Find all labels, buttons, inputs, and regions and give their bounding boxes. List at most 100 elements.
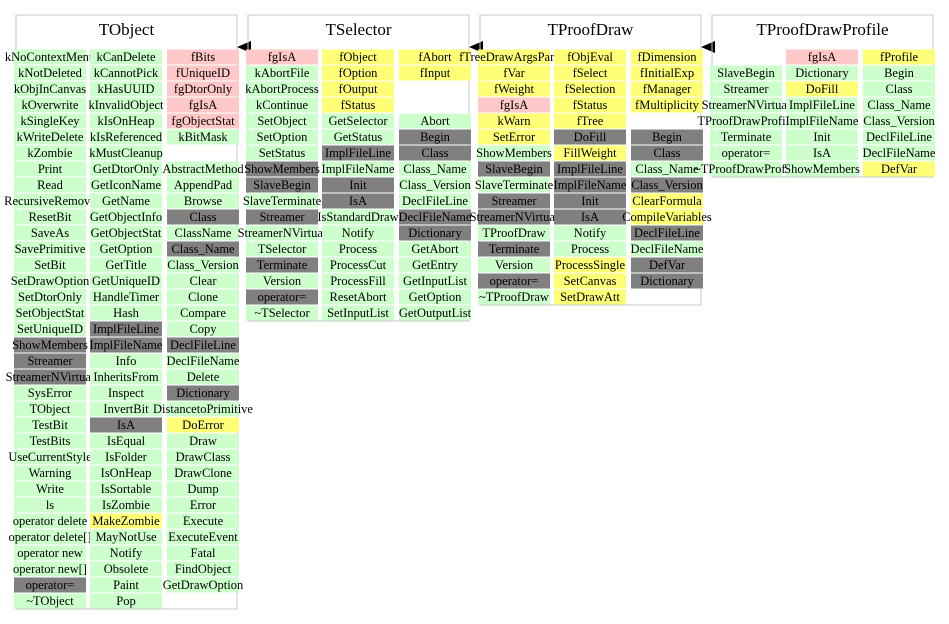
member-name: TSelector — [258, 242, 307, 256]
member-name: DoFill — [574, 130, 607, 144]
member-cell — [863, 129, 935, 145]
member-cell — [14, 481, 86, 497]
member-name: fAbort — [418, 50, 452, 64]
class-box: TSelector fgIsA kAbortFile kAbortProcess kCo… — [238, 14, 472, 322]
member-cell — [90, 465, 162, 481]
member-cell — [863, 161, 935, 177]
member-cell — [167, 193, 239, 209]
member-cell — [478, 289, 550, 305]
member-name: kContinue — [256, 98, 309, 112]
member-cell — [863, 145, 935, 161]
member-name: Read — [37, 178, 63, 192]
member-cell — [322, 97, 394, 113]
member-name: FillWeight — [563, 146, 617, 160]
member-cell — [14, 449, 86, 465]
member-cell — [14, 545, 86, 561]
member-name: GetStatus — [334, 130, 383, 144]
member-name: Init — [581, 194, 599, 208]
member-cell — [710, 129, 782, 145]
member-cell — [631, 241, 703, 257]
member-name: DistancetoPrimitive — [153, 402, 253, 416]
member-cell — [90, 353, 162, 369]
member-name: Warning — [29, 466, 72, 480]
member-cell — [322, 241, 394, 257]
member-name: fgIsA — [500, 98, 528, 112]
member-name: SlaveBegin — [485, 162, 543, 176]
member-name: operator= — [258, 290, 307, 304]
member-cell — [14, 273, 86, 289]
member-cell — [14, 305, 86, 321]
member-name: fStatus — [573, 98, 608, 112]
member-name: ImplFileName — [90, 338, 163, 352]
member-name: GetOption — [409, 290, 463, 304]
member-name: DeclFileName — [167, 354, 240, 368]
member-cell — [246, 305, 318, 321]
member-name: Streamer — [259, 210, 305, 224]
member-cell — [554, 241, 626, 257]
member-name: MakeZombie — [92, 514, 160, 528]
class-box: TProofDrawProfile SlaveBegin Streamer Strea… — [694, 14, 936, 178]
member-cell — [554, 209, 626, 225]
member-name: Init — [813, 130, 831, 144]
member-name: ShowMembers — [476, 146, 552, 160]
member-cell — [322, 113, 394, 129]
member-name: Print — [38, 162, 63, 176]
member-name: Notify — [574, 226, 607, 240]
member-name: GetDtorOnly — [93, 162, 160, 176]
member-name: Dictionary — [640, 274, 694, 288]
member-name: StreamerNVirtual — [238, 226, 327, 240]
member-name: Dictionary — [795, 66, 849, 80]
member-name: Execute — [183, 514, 224, 528]
member-cell — [90, 513, 162, 529]
member-name: kNoContextMenu — [5, 50, 96, 64]
member-name: ResetBit — [28, 210, 72, 224]
member-name: TestBit — [32, 418, 68, 432]
member-cell — [14, 49, 86, 65]
member-name: Obsolete — [104, 562, 149, 576]
member-cell — [399, 289, 471, 305]
member-cell — [167, 209, 239, 225]
member-cell — [710, 145, 782, 161]
member-cell — [14, 65, 86, 81]
member-name: TObject — [30, 402, 71, 416]
member-name: TProofDrawProfile — [697, 114, 795, 128]
member-name: Fatal — [191, 546, 217, 560]
member-cell — [554, 273, 626, 289]
member-cell — [167, 273, 239, 289]
member-cell — [246, 113, 318, 129]
member-cell — [399, 241, 471, 257]
member-cell — [167, 433, 239, 449]
member-name: fMultiplicity — [635, 98, 700, 112]
member-name: Streamer — [491, 194, 537, 208]
member-name: Dictionary — [408, 226, 462, 240]
member-name: IsZombie — [102, 498, 150, 512]
member-cell — [90, 49, 162, 65]
member-cell — [478, 193, 550, 209]
class-name: TObject — [99, 20, 155, 39]
member-cell — [631, 129, 703, 145]
member-cell — [14, 225, 86, 241]
member-name: GetInputList — [403, 274, 467, 288]
member-name: ~TProofDrawProfile — [694, 162, 798, 176]
member-name: IsA — [117, 418, 135, 432]
member-name: Class_Version — [863, 114, 935, 128]
member-name: DeclFileLine — [402, 194, 468, 208]
member-cell — [554, 49, 626, 65]
member-cell — [322, 209, 394, 225]
member-cell — [631, 49, 703, 65]
member-cell — [786, 65, 858, 81]
member-cell — [14, 401, 86, 417]
member-cell — [167, 257, 239, 273]
member-name: Draw — [189, 434, 217, 448]
member-name: DeclFileName — [863, 146, 936, 160]
member-name: Terminate — [721, 130, 772, 144]
member-cell — [786, 113, 858, 129]
member-name: Class — [653, 146, 680, 160]
member-name: kMustCleanup — [89, 146, 163, 160]
member-name: Abort — [420, 114, 450, 128]
member-cell — [710, 161, 782, 177]
member-cell — [14, 513, 86, 529]
member-name: Dump — [187, 482, 218, 496]
member-name: DrawClass — [176, 450, 231, 464]
member-name: ProcessSingle — [555, 258, 626, 272]
